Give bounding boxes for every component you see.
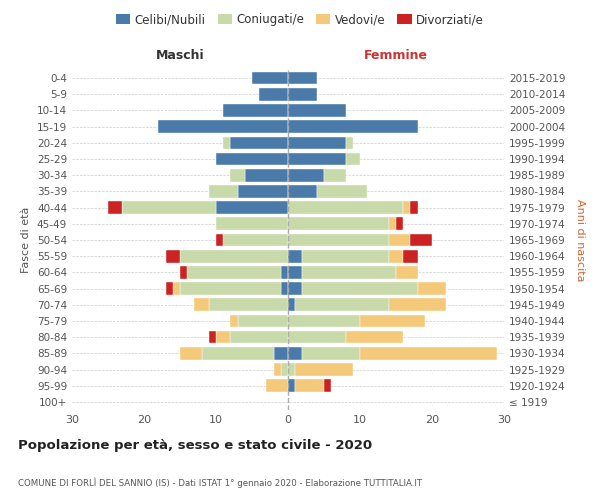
Bar — [418, 282, 446, 295]
Bar — [158, 120, 288, 133]
Bar — [230, 136, 288, 149]
Bar — [288, 136, 346, 149]
Bar — [230, 314, 238, 328]
Text: Femmine: Femmine — [364, 49, 428, 62]
Bar — [288, 298, 295, 311]
Bar — [216, 152, 288, 166]
Bar — [281, 266, 288, 278]
Bar — [259, 88, 288, 101]
Bar — [216, 218, 288, 230]
Bar — [216, 331, 230, 344]
Bar — [410, 202, 418, 214]
Bar — [252, 72, 288, 85]
Text: Popolazione per età, sesso e stato civile - 2020: Popolazione per età, sesso e stato civil… — [18, 440, 372, 452]
Bar — [223, 234, 288, 246]
Bar — [288, 120, 418, 133]
Bar — [230, 169, 245, 181]
Bar — [403, 202, 410, 214]
Bar — [266, 380, 288, 392]
Bar — [396, 266, 418, 278]
Bar — [288, 202, 403, 214]
Bar — [187, 266, 281, 278]
Bar — [346, 136, 353, 149]
Bar — [288, 314, 360, 328]
Bar — [389, 218, 396, 230]
Bar — [302, 347, 360, 360]
Bar — [389, 234, 410, 246]
Legend: Celibi/Nubili, Coniugati/e, Vedovi/e, Divorziati/e: Celibi/Nubili, Coniugati/e, Vedovi/e, Di… — [111, 8, 489, 31]
Bar — [288, 104, 346, 117]
Bar — [288, 282, 302, 295]
Bar — [274, 347, 288, 360]
Bar — [202, 347, 274, 360]
Bar — [238, 314, 288, 328]
Bar — [288, 185, 317, 198]
Bar — [245, 169, 288, 181]
Bar — [346, 152, 360, 166]
Bar — [166, 282, 173, 295]
Bar — [223, 136, 230, 149]
Bar — [288, 88, 317, 101]
Bar — [180, 347, 202, 360]
Bar — [389, 250, 403, 262]
Bar — [209, 185, 238, 198]
Bar — [302, 266, 396, 278]
Bar — [281, 363, 288, 376]
Bar — [288, 72, 317, 85]
Bar — [223, 104, 288, 117]
Bar — [346, 331, 403, 344]
Bar — [288, 169, 324, 181]
Bar — [238, 185, 288, 198]
Bar — [295, 298, 389, 311]
Text: Maschi: Maschi — [155, 49, 205, 62]
Bar — [209, 331, 216, 344]
Bar — [274, 363, 281, 376]
Bar — [180, 250, 288, 262]
Bar — [360, 314, 425, 328]
Bar — [403, 250, 418, 262]
Bar — [173, 282, 180, 295]
Bar — [230, 331, 288, 344]
Bar — [288, 347, 302, 360]
Bar — [180, 266, 187, 278]
Bar — [288, 250, 302, 262]
Bar — [324, 169, 346, 181]
Bar — [122, 202, 216, 214]
Bar — [281, 282, 288, 295]
Bar — [288, 363, 295, 376]
Bar — [288, 380, 295, 392]
Bar — [108, 202, 122, 214]
Bar — [302, 250, 389, 262]
Bar — [194, 298, 209, 311]
Bar — [396, 218, 403, 230]
Bar — [295, 363, 353, 376]
Bar — [216, 202, 288, 214]
Bar — [302, 282, 418, 295]
Bar — [288, 331, 346, 344]
Text: COMUNE DI FORLÌ DEL SANNIO (IS) - Dati ISTAT 1° gennaio 2020 - Elaborazione TUTT: COMUNE DI FORLÌ DEL SANNIO (IS) - Dati I… — [18, 477, 422, 488]
Bar — [216, 234, 223, 246]
Bar — [166, 250, 180, 262]
Bar — [180, 282, 281, 295]
Bar — [317, 185, 367, 198]
Y-axis label: Anni di nascita: Anni di nascita — [575, 198, 585, 281]
Bar — [288, 152, 346, 166]
Bar — [288, 234, 389, 246]
Bar — [410, 234, 432, 246]
Bar — [295, 380, 324, 392]
Bar — [389, 298, 446, 311]
Bar — [288, 218, 389, 230]
Bar — [209, 298, 288, 311]
Bar — [360, 347, 497, 360]
Bar — [288, 266, 302, 278]
Y-axis label: Fasce di età: Fasce di età — [22, 207, 31, 273]
Bar — [324, 380, 331, 392]
